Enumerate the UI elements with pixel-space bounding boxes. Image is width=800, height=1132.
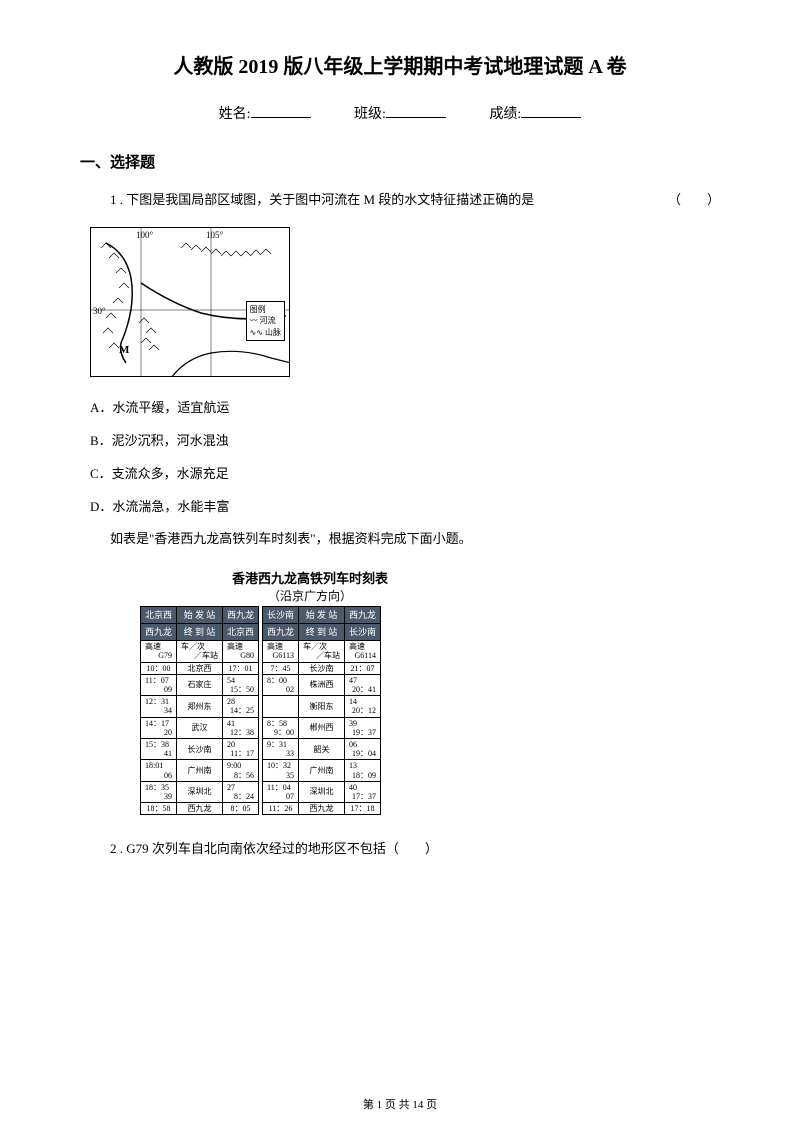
student-info-row: 姓名: 班级: 成绩: xyxy=(80,103,720,123)
table-row: 10：00北京西17：01 xyxy=(141,662,259,674)
table-row: 10：3235广州南1318：09 xyxy=(263,760,381,781)
table-row: 7：45长沙南21：07 xyxy=(263,662,381,674)
option-c: C．支流众多，水源充足 xyxy=(90,463,720,482)
table-row: 8：589：00郴州西3919：37 xyxy=(263,717,381,738)
option-a: A．水流平缓，适宜航运 xyxy=(90,397,720,416)
q1-text: 下图是我国局部区域图，关于图中河流在 M 段的水文特征描述正确的是 xyxy=(126,192,534,207)
page-footer: 第 1 页 共 14 页 xyxy=(0,1096,800,1112)
q1-paren: （ ） xyxy=(668,190,720,211)
table-row: 18:0106广州南9:008：56 xyxy=(141,760,259,781)
table-row: 15：3841长沙南2011：17 xyxy=(141,738,259,759)
table-row: 9：3133韶关0619：04 xyxy=(263,738,381,759)
legend-title: 图例 xyxy=(250,304,281,315)
table-row: 18：3539深圳北278：24 xyxy=(141,781,259,802)
option-b: B．泥沙沉积，河水混浊 xyxy=(90,430,720,449)
map-legend: 图例 〰 河流 ∿∿ 山脉 xyxy=(246,301,285,341)
timetable-title: 香港西九龙高铁列车时刻表 xyxy=(140,568,480,587)
class-blank xyxy=(386,117,446,118)
timetable-right: 长沙南始 发 站西九龙 西九龙终 到 站长沙南 高速G6113车／次／车站高速G… xyxy=(262,606,381,816)
table-row: 12：3134郑州东2814：25 xyxy=(141,696,259,717)
map-box: 100° 105° 30° M 图例 〰 河流 ∿∿ 山脉 xyxy=(90,227,290,377)
table-row: 14：1720武汉4112：38 xyxy=(141,717,259,738)
table-row: 18：58西九龙8：05 xyxy=(141,803,259,815)
intro-2: 如表是"香港西九龙高铁列车时刻表"，根据资料完成下面小题。 xyxy=(80,529,720,550)
option-d: D．水流湍急，水能丰富 xyxy=(90,496,720,515)
map-lon-105: 105° xyxy=(206,230,223,240)
timetable-subtitle: （沿京广方向） xyxy=(140,587,480,604)
score-label: 成绩: xyxy=(489,103,521,123)
map-lat-30: 30° xyxy=(93,306,106,316)
score-blank xyxy=(521,117,581,118)
table-row: 衡阳东1420：12 xyxy=(263,696,381,717)
table-row: 11：0407深圳北4017：37 xyxy=(263,781,381,802)
q1-number: 1 . xyxy=(110,192,126,207)
question-2: 2 . G79 次列车自北向南依次经过的地形区不包括（ ） xyxy=(80,839,720,860)
legend-river: 〰 河流 xyxy=(250,315,281,326)
map-lon-100: 100° xyxy=(136,230,153,240)
map-m-label: M xyxy=(119,344,129,356)
class-label: 班级: xyxy=(354,103,386,123)
q2-number: 2 . xyxy=(110,841,126,856)
section-1-title: 一、选择题 xyxy=(80,151,720,172)
table-row: 8：0002株洲西4720：41 xyxy=(263,674,381,695)
timetable-container: 香港西九龙高铁列车时刻表 （沿京广方向） 北京西始 发 站西九龙 西九龙终 到 … xyxy=(140,568,720,816)
name-label: 姓名: xyxy=(219,103,251,123)
exam-title: 人教版 2019 版八年级上学期期中考试地理试题 A 卷 xyxy=(80,50,720,79)
table-row: 11：0709石家庄5415：50 xyxy=(141,674,259,695)
table-row: 11：26西九龙17：18 xyxy=(263,803,381,815)
timetable-left: 北京西始 发 站西九龙 西九龙终 到 站北京西 高速G79车／次／车站高速G80… xyxy=(140,606,259,816)
question-1: 1 . 下图是我国局部区域图，关于图中河流在 M 段的水文特征描述正确的是 （ … xyxy=(80,190,720,211)
map-figure: 100° 105° 30° M 图例 〰 河流 ∿∿ 山脉 xyxy=(90,227,720,377)
q2-text: G79 次列车自北向南依次经过的地形区不包括（ ） xyxy=(126,841,438,856)
name-blank xyxy=(251,117,311,118)
legend-mountain: ∿∿ 山脉 xyxy=(250,327,281,338)
